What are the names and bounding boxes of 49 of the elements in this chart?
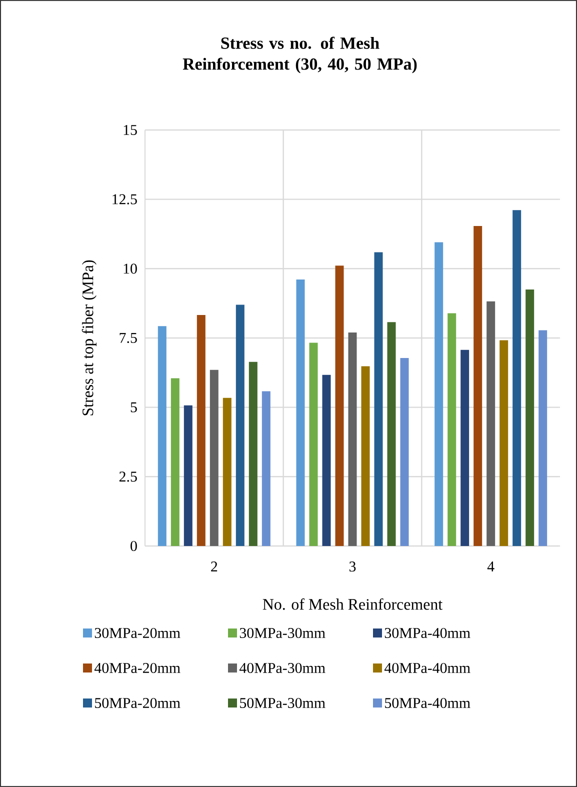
- x-tick-label: 4: [487, 562, 494, 572]
- y-tick-label: 12.5: [112, 194, 137, 204]
- legend-label: 40MPa-40mm: [384, 662, 470, 674]
- legend-label: 40MPa-20mm: [94, 662, 180, 674]
- y-tick-label: 2.5: [119, 472, 137, 482]
- bar: [387, 322, 396, 546]
- bar: [538, 330, 548, 546]
- bar: [361, 366, 370, 546]
- bar: [210, 370, 218, 546]
- legend-label: 30MPa-40mm: [384, 628, 470, 638]
- x-tick-label: 2: [211, 562, 218, 572]
- x-axis-title: No. of Mesh Reinforcement: [262, 598, 442, 610]
- bar: [460, 350, 470, 546]
- bar: [196, 314, 206, 546]
- legend-label: 30MPa-30mm: [240, 628, 326, 638]
- legend-label: 30MPa-20mm: [94, 628, 180, 638]
- chart-title: Stress vs no. of Mesh Reinforcement (30, 40, 50 MPa): [182, 36, 417, 74]
- bar: [500, 340, 508, 546]
- bar: [512, 210, 522, 546]
- bar: [236, 304, 244, 546]
- bar: [474, 226, 482, 546]
- bar: [348, 332, 357, 546]
- bar: [322, 374, 331, 546]
- legend-label: 50MPa-20mm: [95, 698, 180, 708]
- bar: [448, 313, 456, 546]
- x-tick-label: 3: [349, 562, 356, 572]
- y-tick-label: 5: [130, 402, 137, 412]
- bar: [434, 242, 444, 546]
- bar: [400, 358, 409, 546]
- bar: [222, 398, 232, 546]
- y-tick-label: 7.5: [120, 332, 137, 343]
- bar: [374, 252, 383, 546]
- y-tick-label: 0: [130, 540, 137, 552]
- bar: [158, 326, 166, 546]
- legend-label: 50MPa-30mm: [240, 698, 326, 708]
- bar: [170, 378, 180, 546]
- bar: [486, 301, 496, 546]
- legend-label: 50MPa-40mm: [385, 698, 470, 708]
- bar: [296, 279, 305, 546]
- bar: [184, 405, 192, 546]
- bar: [262, 391, 270, 546]
- bar: [335, 266, 344, 546]
- bar: [248, 362, 258, 546]
- y-tick-label: 10: [124, 264, 137, 274]
- y-tick-label: 15: [124, 124, 137, 135]
- bar: [526, 289, 534, 546]
- bar: [309, 342, 318, 546]
- legend-label: 40MPa-30mm: [239, 662, 326, 674]
- y-axis-title: Stress at top fiber (MPa): [82, 260, 96, 416]
